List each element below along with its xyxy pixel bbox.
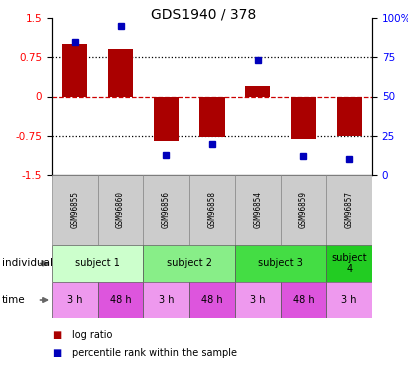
Text: 3 h: 3 h [250, 295, 266, 305]
Text: subject 1: subject 1 [75, 258, 120, 268]
Text: ■: ■ [52, 330, 61, 340]
Bar [189, 175, 235, 245]
Bar [52, 175, 98, 245]
Text: GSM96855: GSM96855 [70, 192, 80, 228]
Bar [108, 50, 133, 96]
Text: subject 2: subject 2 [166, 258, 212, 268]
Bar [337, 96, 362, 136]
Text: percentile rank within the sample: percentile rank within the sample [72, 348, 237, 358]
Bar [245, 86, 270, 96]
Text: ■: ■ [52, 348, 61, 358]
Text: subject
4: subject 4 [331, 253, 367, 274]
Text: 3 h: 3 h [159, 295, 174, 305]
Text: time: time [2, 295, 26, 305]
Bar [281, 282, 326, 318]
Bar [144, 175, 189, 245]
Bar [98, 282, 144, 318]
Text: 3 h: 3 h [341, 295, 357, 305]
Bar [326, 282, 372, 318]
Bar [52, 282, 98, 318]
Text: 48 h: 48 h [110, 295, 131, 305]
Text: 48 h: 48 h [293, 295, 314, 305]
Bar [62, 44, 87, 96]
Text: GSM96860: GSM96860 [116, 192, 125, 228]
Text: individual: individual [2, 258, 53, 268]
Bar [326, 245, 372, 282]
Bar [144, 245, 235, 282]
Bar [235, 245, 326, 282]
Bar [144, 282, 189, 318]
Bar [52, 245, 144, 282]
Text: 48 h: 48 h [201, 295, 223, 305]
Bar [326, 175, 372, 245]
Bar [235, 282, 281, 318]
Bar [235, 175, 281, 245]
Text: GSM96857: GSM96857 [345, 192, 354, 228]
Text: log ratio: log ratio [72, 330, 113, 340]
Bar [281, 175, 326, 245]
Bar [291, 96, 316, 140]
Bar [98, 175, 144, 245]
Text: GSM96856: GSM96856 [162, 192, 171, 228]
Text: GSM96854: GSM96854 [253, 192, 262, 228]
Text: 3 h: 3 h [67, 295, 82, 305]
Bar [200, 96, 224, 137]
Bar [189, 282, 235, 318]
Bar [154, 96, 179, 141]
Text: GSM96859: GSM96859 [299, 192, 308, 228]
Text: GDS1940 / 378: GDS1940 / 378 [151, 8, 257, 22]
Text: subject 3: subject 3 [258, 258, 303, 268]
Text: GSM96858: GSM96858 [208, 192, 217, 228]
